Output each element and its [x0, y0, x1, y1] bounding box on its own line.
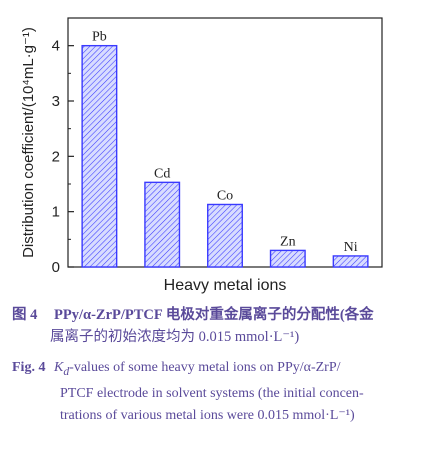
y-tick-label: 4 [52, 38, 60, 55]
y-axis-label: Distribution coefficient/(10⁴mL·g⁻¹) [20, 27, 37, 258]
caption-en-kd: K [54, 360, 64, 375]
x-axis-label: Heavy metal ions [164, 277, 287, 294]
y-tick-label: 0 [52, 259, 60, 276]
bar-data-label: Ni [344, 240, 358, 255]
bar [81, 44, 118, 268]
caption-cn-line2: 属离子的初始浓度均为 0.015 mmol·L⁻¹) [50, 329, 300, 345]
bar [207, 203, 243, 268]
caption-cn-label: 图 4 [12, 307, 38, 323]
chart-area: 0 1 2 3 4 Pb Cd Co Zn Ni Heavy metal ions Distribut… [20, 17, 383, 294]
bar-chart: 0 1 2 3 4 Pb Cd Co Zn Ni Heavy metal ions Distribut… [20, 17, 383, 294]
y-tick-label: 3 [52, 93, 60, 110]
caption-en-label: Fig. 4 [12, 360, 46, 375]
bar-data-label: Cd [154, 166, 170, 181]
y-tick-label: 1 [52, 204, 60, 221]
caption-chinese: 图 4 PPy/α-ZrP/PTCF 电极对重金属离子的分配性(各金 属离子的初始… [12, 304, 424, 348]
bar [332, 255, 369, 268]
bar [144, 181, 181, 268]
caption-en-kd-sub: d [63, 364, 70, 378]
y-tick-label: 2 [52, 148, 60, 165]
caption-en-line2: PTCF electrode in solvent systems (the i… [60, 385, 364, 401]
caption-en-line3: trations of various metal ions were 0.01… [60, 407, 355, 423]
caption-english: Fig. 4 Kd-values of some heavy metal ions… [12, 357, 424, 427]
bar-data-label: Co [217, 188, 233, 203]
bar-data-label: Zn [280, 234, 296, 249]
bar [269, 249, 306, 268]
caption-en-line1: -values of some heavy metal ions on PPy/… [69, 360, 341, 375]
caption-cn-line1: PPy/α-ZrP/PTCF 电极对重金属离子的分配性(各金 [54, 307, 374, 323]
bar-data-label: Pb [92, 30, 107, 45]
